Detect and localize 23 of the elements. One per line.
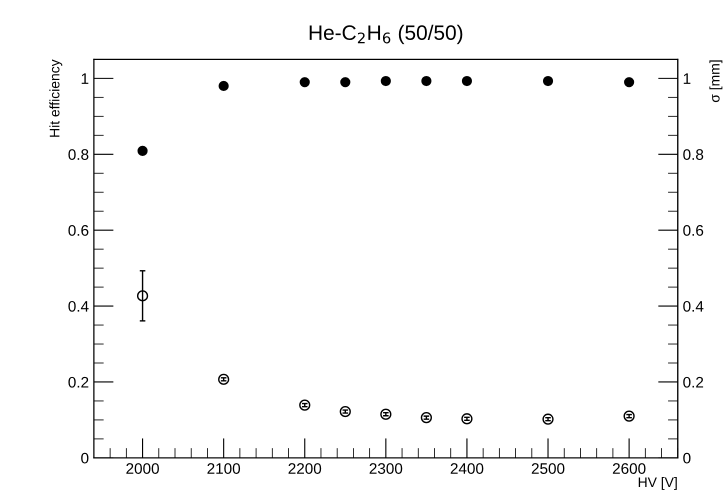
y-axis-title: Hit efficiency [49,59,62,137]
x-tick-label: 2300 [370,463,402,474]
y-tick-label: 1 [82,73,88,84]
y2-tick-label: 0.6 [683,225,704,236]
y-tick-label: 0.4 [68,300,89,312]
x-axis-title: HV [V] [638,476,677,490]
y2-tick-label: 1 [684,73,690,84]
x-tick-label: 2500 [532,463,564,474]
y2-axis-title: σ [mm] [709,60,722,102]
y-tick-label: 0.8 [68,149,88,160]
y2-tick-label: 0 [683,452,691,464]
x-tick-label: 2100 [207,463,240,474]
y2-tick-label: 0.4 [683,300,704,312]
y2-tick-label: 0.8 [683,149,704,160]
y-tick-label: 0.6 [68,225,88,236]
x-tick-label: 2400 [450,463,484,474]
chart-title: He-C$_{2}$H$_{6}$ (50/50) [310,24,462,44]
y-tick-label: 0 [81,452,88,464]
y2-tick-label: 0.2 [683,376,704,388]
x-tick-label: 2000 [126,463,159,474]
x-tick-label: 2200 [288,463,322,474]
x-tick-label: 2600 [612,463,646,474]
y-tick-label: 0.2 [68,376,88,388]
